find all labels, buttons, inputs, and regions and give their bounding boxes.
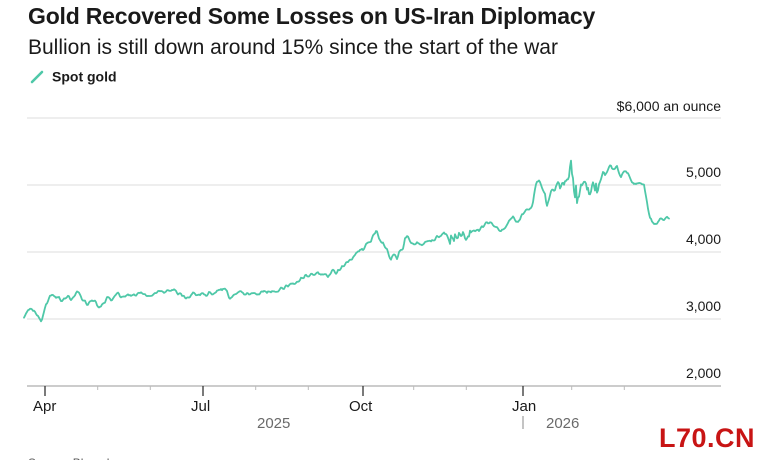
svg-text:Jul: Jul [191,398,210,415]
svg-text:2,000: 2,000 [686,365,721,381]
svg-text:Apr: Apr [33,398,56,415]
svg-text:Jan: Jan [512,398,536,415]
svg-text:2025: 2025 [257,415,290,432]
svg-text:$6,000 an ounce: $6,000 an ounce [617,98,722,114]
svg-text:4,000: 4,000 [686,231,721,247]
svg-text:3,000: 3,000 [686,298,721,314]
svg-text:Oct: Oct [349,398,373,415]
svg-text:5,000: 5,000 [686,164,721,180]
svg-text:2026: 2026 [546,415,579,432]
